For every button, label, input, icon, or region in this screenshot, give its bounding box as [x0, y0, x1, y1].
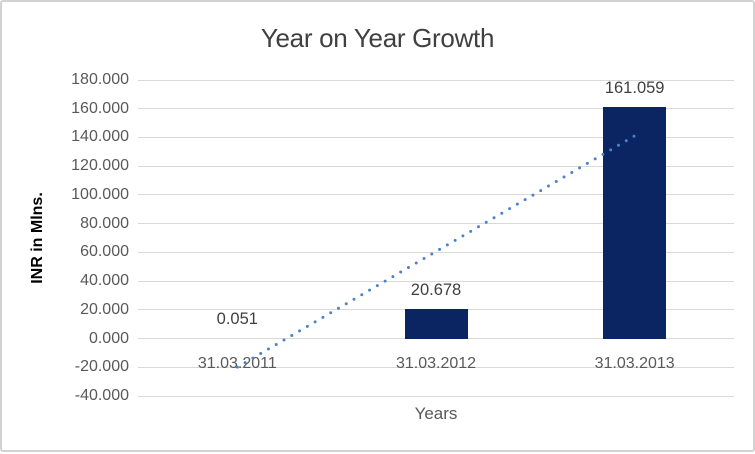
y-tick-label: 160.000 — [71, 99, 129, 117]
y-tick-label: 20.000 — [80, 300, 129, 318]
x-tick-label: 31.03.2013 — [594, 355, 675, 372]
y-tick-label: -40.000 — [74, 387, 129, 404]
x-axis-title[interactable]: Years — [414, 404, 458, 423]
data-label: 0.051 — [216, 310, 258, 329]
gridline — [138, 79, 734, 81]
chart-title[interactable]: Year on Year Growth — [260, 23, 495, 53]
data-label: 161.059 — [604, 79, 665, 98]
gridline — [138, 108, 734, 110]
gridline — [138, 395, 734, 397]
y-tick-label: 120.000 — [71, 157, 129, 175]
y-tick-label: 180.000 — [71, 71, 129, 88]
x-tick-label: 31.03.2011 — [197, 355, 277, 372]
x-tick-label: 31.03.2012 — [395, 355, 477, 372]
data-label: 20.678 — [410, 280, 462, 299]
y-tick-label: 40.000 — [80, 272, 129, 290]
y-tick-label: 140.000 — [71, 128, 129, 146]
y-tick-label: 100.000 — [71, 185, 129, 203]
y-tick-label: 60.000 — [80, 243, 129, 261]
y-tick-label: 80.000 — [80, 214, 129, 232]
bar-31.03.2012[interactable] — [404, 308, 468, 339]
bar-31.03.2013[interactable] — [603, 107, 667, 339]
y-tick-label: -20.000 — [74, 358, 129, 376]
y-tick-label: 0.000 — [88, 329, 129, 347]
y-axis-title[interactable]: INR in Mlns. — [29, 192, 46, 284]
